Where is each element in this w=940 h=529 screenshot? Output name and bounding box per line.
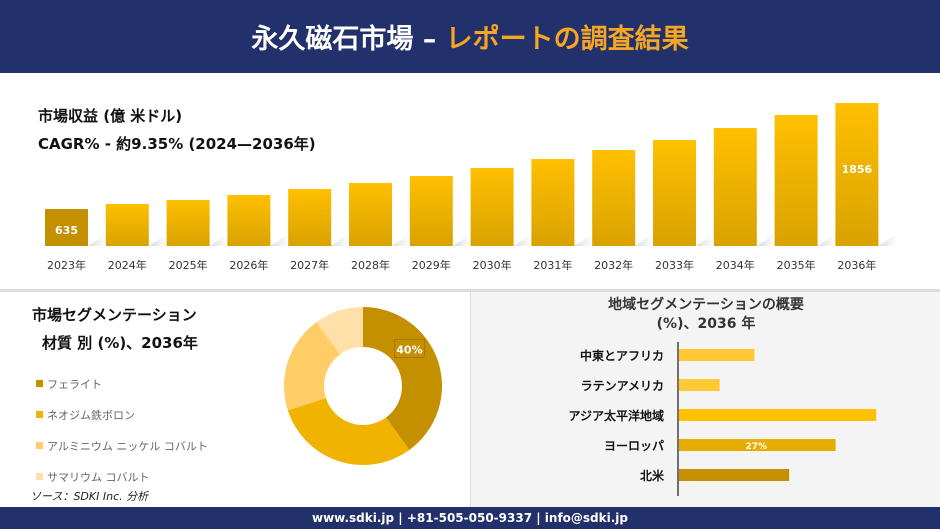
region-title: 地域セグメンテーションの概要 (%)、2036 年 <box>608 297 804 332</box>
report-header: 永久磁石市場 – レポートの調査結果 <box>0 0 940 73</box>
donut-slice <box>284 322 341 411</box>
bar-shadow <box>452 234 471 246</box>
year-label: 2029年 <box>412 258 451 272</box>
material-segment-panel: 市場セグメンテーション 材質 別 (%)、2036年 フェライトネオジム鉄ボロン… <box>0 292 470 507</box>
title-main: 永久磁石市場 – <box>251 24 437 55</box>
bar-value-label: 635 <box>55 224 78 237</box>
slice-label-box <box>394 339 425 358</box>
revenue-bar <box>166 199 210 246</box>
region-label: ヨーロッパ <box>604 439 664 453</box>
bar-value-label: 1856 <box>842 163 873 176</box>
bar-shadow <box>148 234 167 246</box>
year-label: 2025年 <box>169 258 208 272</box>
year-label: 2034年 <box>716 258 755 272</box>
donut-legend: フェライトネオジム鉄ボロンアルミニウム ニッケル コバルト サマリウム コバルト <box>36 368 208 492</box>
legend-swatch <box>36 442 43 449</box>
divider <box>0 289 940 292</box>
region-bar <box>679 469 790 481</box>
donut-slice <box>316 307 363 355</box>
bar-shadow <box>392 234 410 246</box>
region-label: 中東とアフリカ <box>580 348 664 363</box>
material-donut-chart: 40% <box>284 307 442 465</box>
bar-shadow <box>696 234 714 246</box>
revenue-bar <box>288 188 332 246</box>
legend-label: ネオジム鉄ボロン <box>47 408 135 422</box>
revenue-bar <box>470 167 514 246</box>
region-label: ラテンアメリカ <box>581 379 664 393</box>
slice-value-label: 40% <box>396 344 422 357</box>
legend-item: アルミニウム ニッケル コバルト <box>36 430 208 461</box>
revenue-bar <box>835 103 879 246</box>
region-label: アジア太平洋地域 <box>568 408 664 423</box>
bar-shadow <box>270 234 289 246</box>
revenue-bar <box>592 149 636 246</box>
bar-shadow <box>331 234 350 246</box>
revenue-bar <box>227 194 271 246</box>
legend-label: サマリウム コバルト <box>47 470 150 484</box>
revenue-bar <box>653 140 696 246</box>
segment-title: 市場セグメンテーション <box>32 306 197 324</box>
legend-label: フェライト <box>47 377 102 391</box>
region-bar <box>679 409 877 421</box>
region-value-label: 27% <box>746 442 768 452</box>
revenue-bar-chart: 2023年 635 2024年 2025年 2026年 2027年 2028年 2029年 20… <box>45 103 897 272</box>
year-label: 2031年 <box>533 258 572 272</box>
region-bar <box>679 439 836 451</box>
cagr-subtitle: CAGR% - 約9.35% (2024—2036年) <box>38 135 316 153</box>
donut-slice <box>287 398 410 465</box>
source-note: ソース：SDKI Inc. 分析 <box>30 490 149 503</box>
bar-shadow <box>756 234 775 246</box>
year-label: 2030年 <box>473 258 512 272</box>
legend-item: フェライト <box>36 368 208 399</box>
year-label: 2027年 <box>290 258 329 272</box>
footer-contact: www.sdki.jp | +81-505-050-9337 | info@sd… <box>0 507 940 529</box>
revenue-panel: 市場収益 (億 米ドル) CAGR% - 約9.35% (2024—2036年)… <box>0 73 940 289</box>
legend-swatch <box>36 473 43 480</box>
year-label: 2036年 <box>837 258 876 272</box>
revenue-title: 市場収益 (億 米ドル) <box>38 107 183 125</box>
revenue-bar <box>105 203 149 246</box>
revenue-bar <box>45 209 88 246</box>
revenue-bar <box>713 128 757 246</box>
revenue-bar <box>531 159 575 246</box>
revenue-bar <box>774 115 818 246</box>
year-label: 2033年 <box>655 258 694 272</box>
bar-shadow <box>635 234 654 246</box>
bar-shadow <box>574 234 593 246</box>
revenue-bar <box>349 182 392 246</box>
year-label: 2028年 <box>351 258 390 272</box>
bar-shadow <box>817 234 836 246</box>
revenue-bar <box>409 176 453 246</box>
region-bar <box>679 349 755 361</box>
year-label: 2024年 <box>108 258 147 272</box>
year-label: 2023年 <box>47 258 86 272</box>
year-label: 2035年 <box>777 258 816 272</box>
year-label: 2026年 <box>229 258 268 272</box>
legend-swatch <box>36 380 43 387</box>
legend-item: ネオジム鉄ボロン <box>36 399 208 430</box>
region-segment-panel: 地域セグメンテーションの概要 (%)、2036 年 中東とアフリカ ラテンアメリカ… <box>470 292 940 507</box>
bar-shadow <box>878 234 897 246</box>
segment-subtitle: 材質 別 (%)、2036年 <box>42 334 198 352</box>
region-bar <box>679 379 720 391</box>
bar-shadow <box>88 234 106 246</box>
region-label: 北米 <box>640 468 665 483</box>
legend-item: サマリウム コバルト <box>36 461 208 492</box>
year-label: 2032年 <box>594 258 633 272</box>
bar-shadow <box>513 234 532 246</box>
title-accent: レポートの調査結果 <box>445 24 689 55</box>
legend-label: アルミニウム ニッケル コバルト <box>47 439 208 453</box>
legend-swatch <box>36 411 43 418</box>
bar-shadow <box>209 234 228 246</box>
